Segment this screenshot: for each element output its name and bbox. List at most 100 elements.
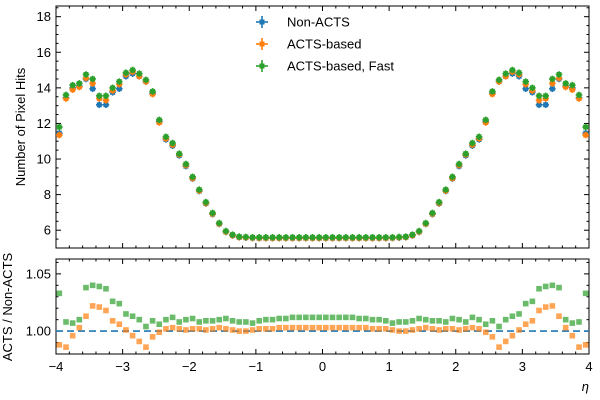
ratio-point	[476, 316, 482, 323]
ratio-point	[309, 314, 316, 321]
ratio-point	[129, 313, 136, 320]
ratio-point	[229, 318, 236, 324]
ratio-point	[436, 318, 442, 324]
ratio-point	[83, 313, 89, 320]
x-axis-label: η	[582, 379, 589, 394]
ratio-panel: −4 −3 −2 −1 0 1 2 3 4 1.00 1.05 ACTS / Non-ACTS η	[0, 252, 593, 394]
ratio-point	[296, 324, 302, 331]
ratio-point	[536, 307, 542, 314]
data-point	[96, 92, 103, 100]
ratio-point	[556, 313, 562, 320]
ratio-point	[129, 332, 136, 339]
data-point	[449, 173, 456, 181]
ratio-point	[336, 314, 342, 321]
data-point	[395, 233, 403, 241]
ratio-point	[343, 324, 349, 331]
ratio-point	[169, 324, 176, 331]
ratio-point	[582, 290, 589, 297]
ratio-point	[562, 324, 569, 331]
ratio-point	[236, 319, 243, 325]
x-tick-label: −3	[115, 359, 130, 374]
data-point	[175, 150, 183, 157]
data-point	[62, 91, 70, 99]
ratio-point	[56, 290, 63, 297]
data-point	[475, 133, 483, 141]
ratio-point	[123, 327, 129, 333]
series-non-acts	[56, 70, 589, 242]
ratio-point	[89, 303, 96, 309]
x-tick-label: −1	[248, 359, 263, 374]
ratio-point	[516, 311, 522, 317]
main-panel: 6 8 10 12 14 16 18 Number of Pixel Hits Non-AC…	[13, 5, 590, 249]
ratio-point	[449, 326, 456, 332]
ratio-point	[442, 319, 449, 325]
ratio-point	[163, 326, 169, 332]
legend-label: ACTS-based, Fast	[287, 59, 394, 74]
data-point	[169, 139, 176, 147]
ratio-point	[69, 320, 76, 326]
ratio-point	[116, 300, 123, 307]
data-point	[262, 234, 270, 241]
ratio-point	[216, 324, 223, 331]
ratio-point	[582, 342, 589, 348]
data-point	[402, 233, 410, 240]
main-y-tick-label: 18	[37, 9, 51, 24]
ratio-point	[203, 318, 209, 324]
main-y-tick-label: 14	[37, 80, 51, 95]
ratio-point	[509, 313, 516, 320]
data-point	[202, 198, 210, 206]
ratio-point	[422, 316, 429, 323]
data-point	[515, 69, 523, 77]
ratio-point	[243, 319, 249, 325]
x-tick-label: −4	[49, 359, 64, 374]
ratio-point	[369, 326, 376, 332]
ratio-point	[223, 326, 229, 332]
ratio-point	[256, 326, 263, 332]
ratio-point	[562, 316, 569, 323]
ratio-y-tick-label: 1.00	[26, 324, 51, 339]
ratio-point	[303, 314, 309, 321]
ratio-point	[529, 318, 536, 324]
data-point	[582, 123, 589, 131]
data-point	[569, 81, 576, 89]
ratio-y-tick-label: 1.05	[26, 266, 51, 281]
main-y-tick-label: 8	[44, 187, 51, 202]
ratio-point	[329, 324, 336, 331]
ratio-point	[349, 314, 356, 321]
ratio-point	[136, 316, 143, 323]
ratio-ticks: −4 −3 −2 −1 0 1 2 3 4 1.00 1.05	[26, 259, 593, 374]
ratio-point	[123, 311, 129, 317]
data-point	[329, 234, 336, 241]
ratio-point	[103, 307, 109, 314]
ratio-point	[109, 318, 116, 324]
ratio-point	[269, 316, 276, 323]
data-point	[442, 186, 450, 193]
data-point	[189, 173, 196, 181]
legend-marker	[256, 16, 268, 28]
ratio-point	[376, 316, 382, 323]
data-point	[182, 160, 190, 168]
ratio-point	[229, 327, 236, 333]
data-point	[422, 219, 430, 227]
ratio-point	[456, 316, 462, 323]
data-point	[289, 234, 296, 241]
ratio-point	[349, 324, 356, 331]
data-point	[415, 227, 423, 235]
ratio-point	[382, 318, 389, 324]
ratio-point	[542, 304, 549, 310]
ratio-point	[569, 320, 576, 326]
ratio-point	[289, 324, 296, 331]
ratio-point	[569, 332, 576, 339]
ratio-point	[502, 316, 509, 323]
ratio-point	[316, 314, 322, 321]
ratio-point	[549, 282, 556, 289]
data-point	[375, 234, 383, 241]
data-point	[435, 198, 443, 206]
data-point	[535, 92, 543, 100]
ratio-point	[416, 315, 422, 322]
ratio-point	[369, 316, 376, 323]
ratio-point	[356, 324, 362, 331]
legend-item: ACTS-based	[256, 37, 361, 52]
data-point	[215, 219, 223, 227]
main-y-tick-label: 16	[37, 45, 51, 60]
